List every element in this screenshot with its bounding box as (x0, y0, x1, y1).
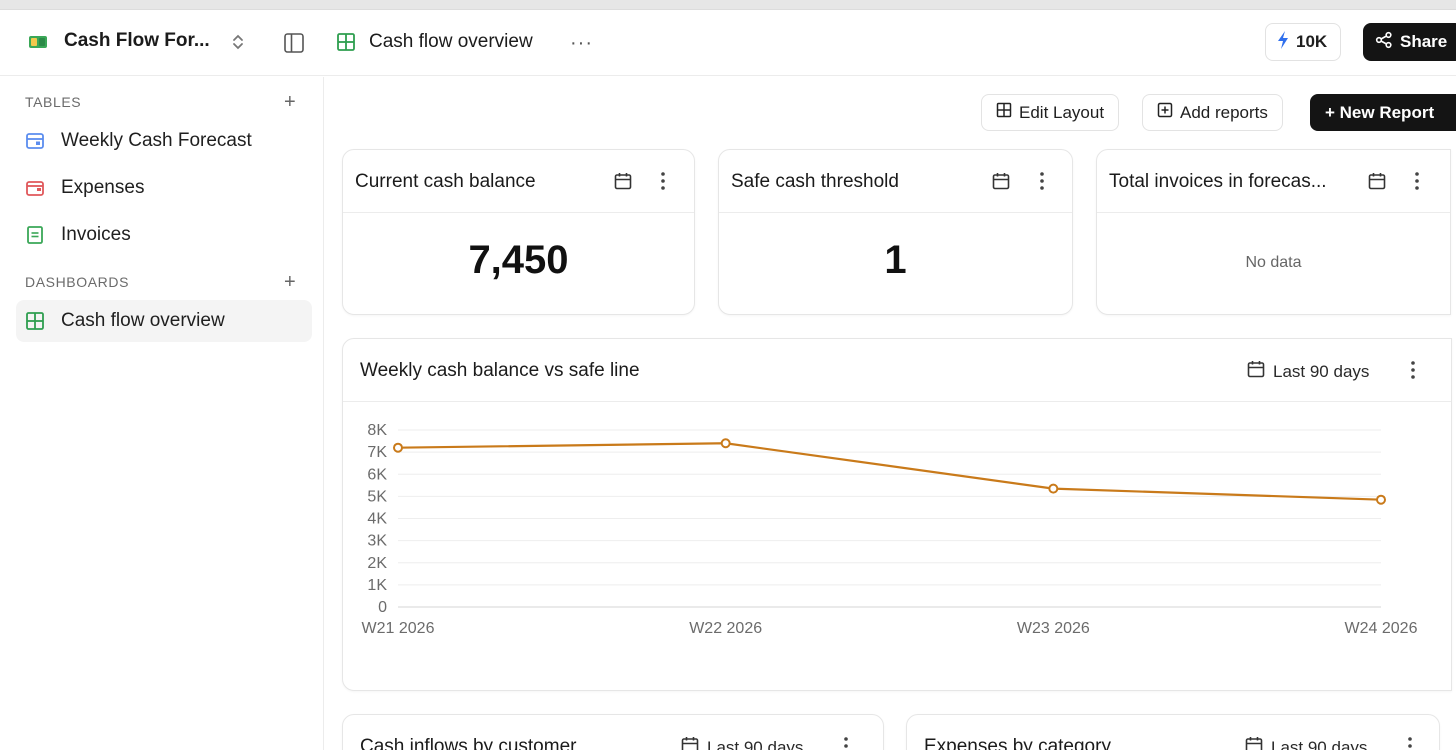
no-data-text: No data (1245, 254, 1302, 271)
grid-icon (336, 32, 356, 52)
new-report-label: + New Report (1325, 102, 1435, 122)
edit-layout-button[interactable]: Edit Layout (981, 94, 1120, 131)
app-logo-icon (28, 34, 48, 50)
add-reports-button[interactable]: Add reports (1142, 94, 1283, 131)
sidebar-item-expenses[interactable]: Expenses (16, 167, 312, 209)
line-chart: 0 1K 2K 3K 4K 5K 6K 7K 8K W21 2026 W22 2026 W23 202… (362, 422, 1418, 637)
dashboard-title[interactable]: Cash flow overview (369, 31, 533, 52)
date-range-label: Last 90 days (707, 737, 804, 750)
sidebar-toggle-icon[interactable] (282, 31, 306, 55)
card-title: Total invoices in forecas... (1109, 171, 1327, 192)
line-chart-card[interactable]: Weekly cash balance vs safe line Last 90… (342, 338, 1452, 691)
date-range-label: Last 90 days (1273, 361, 1370, 381)
card-header (343, 339, 1451, 402)
y-tick-label: 4K (367, 511, 387, 528)
calendar-icon[interactable] (1367, 171, 1387, 191)
card-title: Weekly cash balance vs safe line (360, 360, 640, 381)
date-range-selector[interactable]: Last 90 days (1246, 359, 1369, 384)
browser-top-strip (0, 0, 1456, 10)
kebab-menu-icon[interactable] (838, 735, 854, 750)
metric-card-safe-cash-threshold[interactable]: Safe cash threshold 1 (718, 149, 1073, 315)
kebab-menu-icon[interactable] (1409, 170, 1425, 192)
calendar-icon[interactable] (991, 171, 1011, 191)
calendar-icon (680, 735, 700, 750)
y-tick-label: 1K (367, 577, 387, 594)
add-table-button[interactable]: + (284, 91, 296, 113)
y-tick-label: 5K (367, 488, 387, 505)
kebab-menu-icon[interactable] (655, 170, 671, 192)
data-point (1376, 494, 1386, 505)
dashboards-section-label: DASHBOARDS (25, 274, 130, 290)
kebab-menu-icon[interactable] (1034, 170, 1050, 192)
app-title[interactable]: Cash Flow For... (64, 30, 210, 51)
metric-value: 1 (884, 238, 907, 282)
sidebar-item-cash-flow-overview[interactable]: Cash flow overview (16, 300, 312, 342)
y-tick-label: 3K (367, 533, 387, 550)
x-tick-label: W21 2026 (362, 620, 435, 637)
series-line (397, 442, 1382, 501)
date-range-label: Last 90 days (1271, 737, 1368, 750)
calendar-table-icon (25, 131, 45, 151)
sidebar-item-label: Expenses (61, 177, 145, 198)
metric-value: 7,450 (468, 238, 569, 282)
wallet-icon (25, 178, 45, 198)
calendar-icon (1244, 735, 1264, 750)
tables-section-label: TABLES (25, 94, 82, 110)
card-title: Safe cash threshold (731, 171, 899, 192)
calendar-icon[interactable] (613, 171, 633, 191)
layout-icon (996, 102, 1012, 123)
date-range-selector[interactable]: Last 90 days (1244, 735, 1367, 750)
share-icon (1375, 31, 1393, 54)
metric-card-total-invoices[interactable]: Total invoices in forecas... No data (1096, 149, 1451, 315)
y-tick-label: 6K (367, 466, 387, 483)
sidebar-item-invoices[interactable]: Invoices (16, 214, 312, 256)
more-options-icon[interactable]: ··· (570, 32, 593, 54)
grid-icon (25, 311, 45, 331)
kebab-menu-icon[interactable] (1402, 735, 1418, 750)
card-title: Expenses by category (924, 736, 1111, 750)
metric-card-current-cash-balance[interactable]: Current cash balance 7,450 (342, 149, 695, 315)
add-dashboard-button[interactable]: + (284, 271, 296, 293)
bolt-icon (1276, 30, 1290, 55)
card-header (719, 150, 1072, 213)
x-tick-label: W24 2026 (1345, 620, 1418, 637)
y-tick-label: 8K (367, 422, 387, 439)
share-button[interactable]: Share (1363, 23, 1456, 61)
x-tick-label: W23 2026 (1017, 620, 1090, 637)
sidebar-item-weekly-cash-forecast[interactable]: Weekly Cash Forecast (16, 120, 312, 162)
date-range-selector[interactable]: Last 90 days (680, 735, 803, 750)
add-square-icon (1157, 102, 1173, 123)
card-title: Cash inflows by customer (360, 736, 577, 750)
app-header: Cash Flow For... Cash flow overview ··· … (0, 10, 1456, 76)
kebab-menu-icon[interactable] (1405, 359, 1421, 381)
y-tick-label: 2K (367, 555, 387, 572)
data-point (393, 442, 403, 453)
add-reports-label: Add reports (1180, 102, 1268, 122)
chevron-up-down-icon[interactable] (228, 30, 248, 54)
sidebar-item-label: Cash flow overview (61, 310, 225, 331)
card-title: Current cash balance (355, 171, 536, 192)
share-label: Share (1400, 32, 1448, 51)
credits-label: 10K (1296, 32, 1328, 51)
sidebar-item-label: Invoices (61, 224, 131, 245)
y-tick-label: 7K (367, 444, 387, 461)
data-point (720, 438, 731, 449)
new-report-button[interactable]: + New Report (1310, 94, 1456, 131)
edit-layout-label: Edit Layout (1019, 102, 1105, 122)
document-icon (25, 225, 45, 245)
cash-inflows-card[interactable]: Cash inflows by customer Last 90 days (342, 714, 884, 750)
expenses-by-category-card[interactable]: Expenses by category Last 90 days (906, 714, 1440, 750)
calendar-icon (1246, 359, 1266, 384)
x-tick-label: W22 2026 (689, 620, 762, 637)
credits-button[interactable]: 10K (1265, 23, 1342, 61)
card-header (343, 150, 694, 213)
card-header (1097, 150, 1450, 213)
sidebar: TABLES + Weekly Cash Forecast Expenses I… (2, 77, 324, 750)
sidebar-item-label: Weekly Cash Forecast (61, 130, 252, 151)
y-tick-label: 0 (378, 599, 387, 616)
data-point (1048, 483, 1059, 494)
